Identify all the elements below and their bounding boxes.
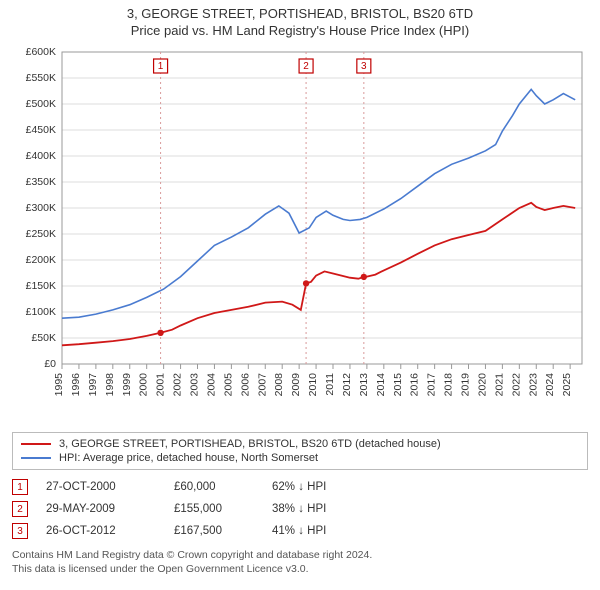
- x-tick-label: 1999: [121, 373, 133, 397]
- y-tick-label: £600K: [26, 46, 56, 58]
- x-tick-label: 2013: [358, 373, 370, 397]
- x-tick-label: 2021: [493, 373, 505, 397]
- transaction-badge: 3: [12, 523, 28, 539]
- x-tick-label: 1997: [87, 373, 99, 397]
- x-tick-label: 2008: [273, 373, 285, 397]
- transaction-table: 1 27-OCT-2000 £60,000 62% ↓ HPI 2 29-MAY-2009…: [12, 476, 588, 542]
- x-tick-label: 2002: [172, 373, 184, 397]
- legend: 3, GEORGE STREET, PORTISHEAD, BRISTOL, B…: [12, 432, 588, 470]
- y-tick-label: £400K: [26, 150, 56, 162]
- footer-attribution: Contains HM Land Registry data © Crown c…: [12, 548, 588, 576]
- x-tick-label: 2022: [510, 373, 522, 397]
- x-axis: 1995 1996 1997 1998 1999 2000 2001 2002 2003 2004…: [53, 364, 573, 396]
- x-tick-label: 2014: [375, 373, 387, 397]
- x-tick-label: 1995: [53, 373, 65, 397]
- transaction-row: 1 27-OCT-2000 £60,000 62% ↓ HPI: [12, 476, 588, 498]
- x-tick-label: 2016: [409, 373, 421, 397]
- x-tick-label: 2025: [561, 373, 573, 397]
- transaction-row: 3 26-OCT-2012 £167,500 41% ↓ HPI: [12, 520, 588, 542]
- chart-title-main: 3, GEORGE STREET, PORTISHEAD, BRISTOL, B…: [10, 6, 590, 21]
- transaction-point: [157, 330, 163, 336]
- transaction-marker-number: 2: [303, 61, 309, 72]
- transaction-point: [303, 280, 309, 286]
- price-chart-svg: £0 £50K £100K £150K £200K £250K £300K £350K £400…: [10, 44, 590, 424]
- x-tick-label: 2006: [239, 373, 251, 397]
- footer-line-1: Contains HM Land Registry data © Crown c…: [12, 548, 588, 562]
- x-tick-label: 2010: [307, 373, 319, 397]
- y-tick-label: £300K: [26, 202, 56, 214]
- y-tick-label: £350K: [26, 176, 56, 188]
- y-tick-label: £0: [44, 358, 56, 370]
- x-tick-label: 2011: [324, 373, 336, 396]
- x-tick-label: 2005: [222, 373, 234, 397]
- transaction-price: £155,000: [174, 503, 254, 515]
- transaction-badge: 2: [12, 501, 28, 517]
- transaction-marker-number: 3: [361, 61, 367, 72]
- y-tick-label: £50K: [31, 332, 56, 344]
- transaction-date: 26-OCT-2012: [46, 525, 156, 537]
- y-tick-label: £150K: [26, 280, 56, 292]
- transaction-marker-number: 1: [158, 61, 164, 72]
- chart-title-sub: Price paid vs. HM Land Registry's House …: [10, 23, 590, 38]
- x-tick-label: 2007: [256, 373, 268, 397]
- y-tick-label: £450K: [26, 124, 56, 136]
- x-tick-label: 2023: [527, 373, 539, 397]
- transaction-price: £167,500: [174, 525, 254, 537]
- x-tick-label: 2019: [460, 373, 472, 397]
- y-tick-label: £200K: [26, 254, 56, 266]
- transaction-row: 2 29-MAY-2009 £155,000 38% ↓ HPI: [12, 498, 588, 520]
- x-tick-label: 2001: [155, 373, 167, 397]
- x-tick-label: 2012: [341, 373, 353, 397]
- legend-label: HPI: Average price, detached house, Nort…: [59, 452, 318, 464]
- legend-item: HPI: Average price, detached house, Nort…: [21, 451, 579, 465]
- legend-swatch: [21, 457, 51, 459]
- x-tick-label: 2000: [138, 373, 150, 397]
- x-tick-label: 2018: [443, 373, 455, 397]
- transaction-delta: 62% ↓ HPI: [272, 481, 382, 493]
- x-tick-label: 2004: [205, 373, 217, 397]
- y-tick-label: £100K: [26, 306, 56, 318]
- x-tick-label: 2003: [189, 373, 201, 397]
- transaction-badge: 1: [12, 479, 28, 495]
- x-tick-label: 1998: [104, 373, 116, 397]
- y-tick-label: £550K: [26, 72, 56, 84]
- legend-item: 3, GEORGE STREET, PORTISHEAD, BRISTOL, B…: [21, 437, 579, 451]
- chart-area: £0 £50K £100K £150K £200K £250K £300K £350K £400…: [10, 44, 590, 424]
- y-tick-label: £500K: [26, 98, 56, 110]
- x-tick-label: 2020: [476, 373, 488, 397]
- x-tick-label: 2009: [290, 373, 302, 397]
- transaction-date: 27-OCT-2000: [46, 481, 156, 493]
- transaction-price: £60,000: [174, 481, 254, 493]
- x-tick-label: 2024: [544, 373, 556, 397]
- x-tick-label: 2015: [392, 373, 404, 397]
- transaction-date: 29-MAY-2009: [46, 503, 156, 515]
- transaction-point: [361, 274, 367, 280]
- legend-swatch: [21, 443, 51, 445]
- x-tick-label: 1996: [70, 373, 82, 397]
- y-tick-label: £250K: [26, 228, 56, 240]
- transaction-delta: 41% ↓ HPI: [272, 525, 382, 537]
- x-tick-label: 2017: [426, 373, 438, 397]
- legend-label: 3, GEORGE STREET, PORTISHEAD, BRISTOL, B…: [59, 438, 441, 450]
- transaction-delta: 38% ↓ HPI: [272, 503, 382, 515]
- footer-line-2: This data is licensed under the Open Gov…: [12, 562, 588, 576]
